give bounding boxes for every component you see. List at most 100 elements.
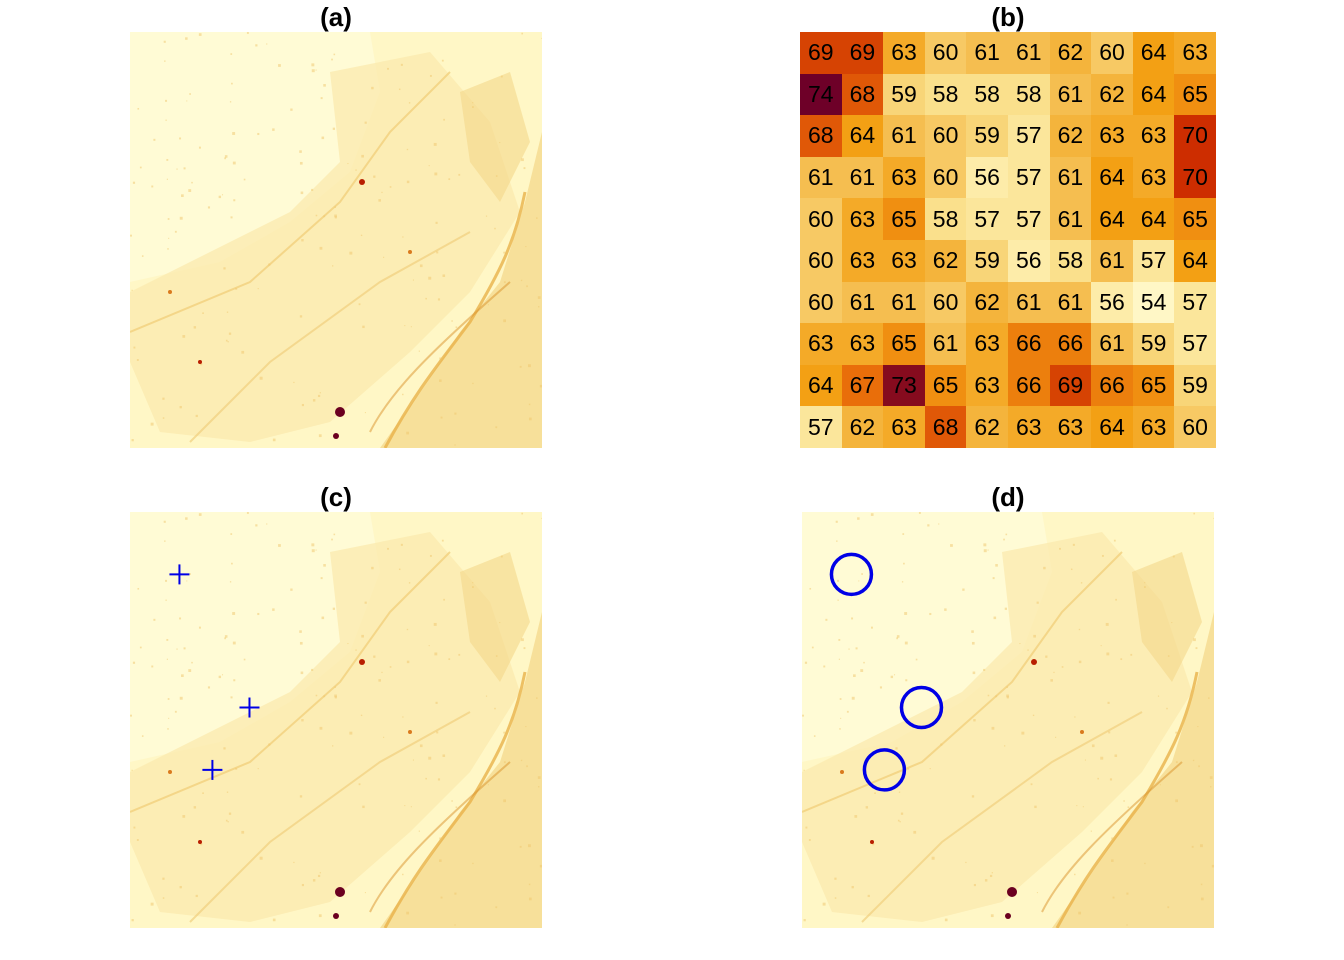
panel-a-speckle xyxy=(272,438,276,442)
panel-a-speckle xyxy=(451,320,453,322)
panel-a-speckle xyxy=(176,168,178,170)
grid-cell: 64 xyxy=(841,115,884,157)
grid-cell: 65 xyxy=(924,364,967,407)
grid-cell: 64 xyxy=(1132,73,1175,116)
panel-a-speckle xyxy=(387,67,389,70)
panel-d-speckle xyxy=(802,714,804,717)
panel-d-speckle xyxy=(1106,652,1110,656)
panel-d-speckle xyxy=(1097,777,1099,780)
panel-d-speckle xyxy=(1034,805,1037,809)
panel-a-speckle xyxy=(299,315,303,318)
panel-d-speckle xyxy=(915,658,918,661)
panel-a-road-2 xyxy=(189,231,471,443)
panel-b-title: (b) xyxy=(991,2,1025,32)
grid-cell: 59 xyxy=(966,115,1008,157)
panel-a-speckle xyxy=(319,392,321,394)
panel-a-speckle xyxy=(179,405,182,409)
grid-cell: 61 xyxy=(800,156,842,199)
panel-c-speckle xyxy=(428,756,432,760)
panel-c-speckle xyxy=(301,883,304,887)
panel-c-speckle xyxy=(383,736,385,738)
panel-d-speckle xyxy=(1200,897,1204,901)
panel-a-speckle xyxy=(332,265,334,267)
panel-c-speckle xyxy=(233,679,236,682)
panel-c-speckle xyxy=(272,608,275,611)
grid-cell: 58 xyxy=(1008,73,1050,116)
panel-c-speckle xyxy=(331,538,333,541)
panel-d-speckle xyxy=(944,918,948,922)
panel-a-urban-area xyxy=(130,52,520,442)
panel-c-speckle xyxy=(439,859,442,862)
grid-cell: 65 xyxy=(1132,364,1175,407)
panel-c-title: (c) xyxy=(320,482,352,512)
panel-a-speckle xyxy=(436,251,439,254)
panel-d-road-2 xyxy=(861,711,1143,923)
panel-a-speckle xyxy=(332,127,336,130)
panel-c-speckle xyxy=(360,714,363,717)
panel-c-speckle xyxy=(439,837,442,840)
panel-a-speckle xyxy=(408,102,411,104)
panel-a-speckle xyxy=(362,325,365,329)
panel-a-speckle xyxy=(163,40,166,43)
grid-cell: 69 xyxy=(800,32,842,74)
grid-cell: 57 xyxy=(1174,281,1216,324)
panel-d-speckle xyxy=(1159,784,1161,786)
panel-d-speckle xyxy=(822,902,826,906)
panel-c-speckle xyxy=(224,637,227,640)
panel-a-speckle xyxy=(185,37,188,40)
panel-a-speckle xyxy=(235,287,238,290)
panel-c-speckle xyxy=(223,747,226,750)
panel-c-speckle xyxy=(472,582,474,584)
panel-d-speckle xyxy=(905,679,908,682)
panel-a-speckle xyxy=(503,319,506,323)
panel-d-speckle xyxy=(1105,622,1109,626)
panel-a-speckle xyxy=(301,239,304,242)
panel-a-speckle xyxy=(232,132,236,135)
panel-d-speckle xyxy=(1166,707,1168,710)
panel-a-speckle xyxy=(315,69,317,71)
panel-a-speckle xyxy=(191,181,193,184)
grid-cell: 59 xyxy=(966,240,1008,282)
panel-c-speckle xyxy=(255,524,258,527)
panel-a-speckle xyxy=(228,332,232,335)
panel-a-road-1 xyxy=(130,71,451,333)
panel-a-speckle xyxy=(224,155,228,158)
panel-c-speckle xyxy=(332,745,334,747)
panel-a-speckle xyxy=(406,431,410,435)
panel-d-speckle xyxy=(811,646,814,649)
panel-c-speckle xyxy=(349,731,353,735)
panel-c-speckle xyxy=(131,919,134,922)
panel-c-speckle xyxy=(334,696,337,699)
panel-d-speckle xyxy=(1005,533,1008,536)
panel-d-speckle xyxy=(1082,806,1084,808)
panel-c-speckle xyxy=(389,666,392,668)
panel-d-speckle xyxy=(851,696,855,700)
grid-cell: 61 xyxy=(1091,240,1133,282)
panel-d-speckle xyxy=(1172,555,1175,558)
circle-marker-2 xyxy=(899,685,944,730)
panel-a-speckle xyxy=(255,44,258,47)
grid-cell: 58 xyxy=(924,198,967,240)
panel-a-speckle xyxy=(400,63,403,66)
panel-c-speckle xyxy=(437,778,441,781)
panel-a-speckle xyxy=(230,216,233,219)
panel-c-speckle xyxy=(541,517,542,519)
panel-d-speckle xyxy=(904,641,908,645)
panel-d-speckle xyxy=(861,573,863,575)
panel-d-speckle xyxy=(1084,759,1086,761)
panel-a-speckle xyxy=(528,403,531,406)
panel-c-speckle xyxy=(485,695,488,697)
grid-cell: 60 xyxy=(1091,32,1133,74)
panel-a-speckle xyxy=(523,167,526,170)
panel-a-speckle xyxy=(130,234,132,237)
panel-d-speckle xyxy=(1109,778,1113,781)
panel-a-speckle xyxy=(136,359,139,361)
panel-c-speckle xyxy=(136,839,139,841)
panel-d-speckle xyxy=(1193,638,1196,642)
panel-d-speckle xyxy=(1078,660,1082,664)
panel-d-speckle xyxy=(990,914,994,918)
panel-c-speckle xyxy=(300,671,304,675)
panel-d-speckle xyxy=(897,819,900,822)
panel-a-speckle xyxy=(419,264,423,268)
panel-c-speckle xyxy=(311,549,315,553)
